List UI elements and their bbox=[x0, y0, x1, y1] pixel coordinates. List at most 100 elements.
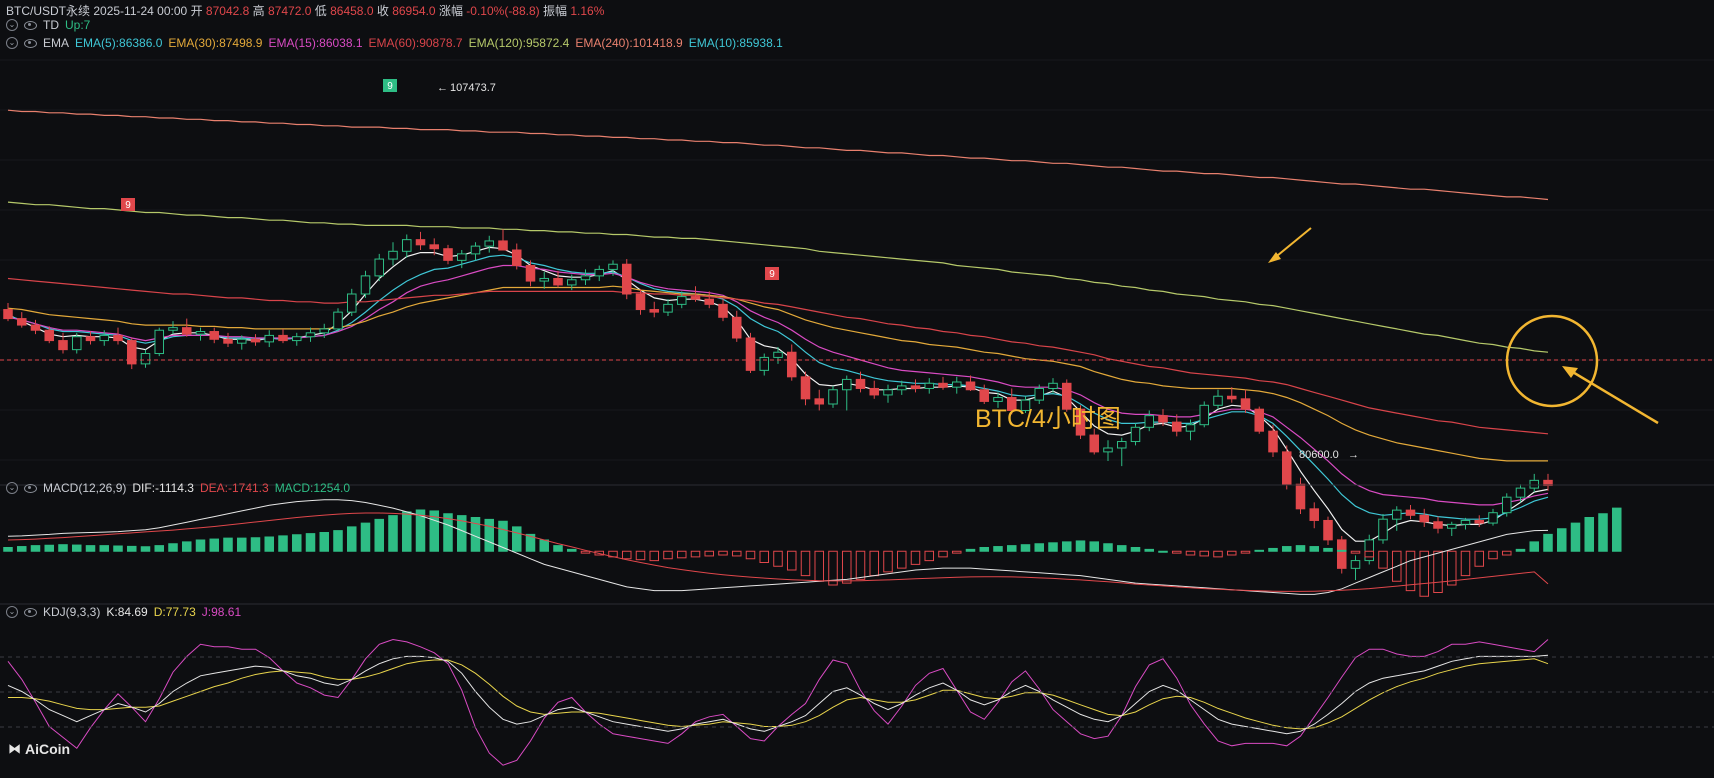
macd-bar-98 bbox=[1350, 550, 1361, 554]
candle-body-36 bbox=[498, 240, 508, 251]
candle-body-20 bbox=[278, 334, 288, 342]
macd-bar-23 bbox=[319, 532, 330, 552]
macd-hist-value: MACD:1254.0 bbox=[274, 481, 351, 495]
candle-body-37 bbox=[511, 249, 522, 267]
macd-bar-38 bbox=[525, 533, 536, 552]
td-indicator-name[interactable]: TD bbox=[43, 18, 59, 32]
macd-bar-96 bbox=[1323, 547, 1333, 552]
candle-body-88 bbox=[1213, 395, 1223, 406]
candle-body-84 bbox=[1158, 415, 1168, 423]
macd-bar-42 bbox=[580, 550, 591, 554]
ema10-value: EMA(10):85938.1 bbox=[688, 36, 783, 50]
macd-bar-73 bbox=[1006, 545, 1017, 552]
collapse-icon[interactable]: ⌄ bbox=[6, 37, 18, 49]
macd-bar-84 bbox=[1158, 550, 1168, 553]
macd-indicator-row: ⌄ MACD(12,26,9) DIF:-1114.3 DEA:-1741.3 … bbox=[6, 481, 350, 495]
candle-body-55 bbox=[759, 356, 770, 371]
macd-bar-95 bbox=[1309, 546, 1320, 552]
watermark: ⧓ AiCoin bbox=[8, 741, 70, 757]
macd-bar-21 bbox=[291, 534, 302, 552]
candle-body-106 bbox=[1460, 519, 1471, 525]
candle-body-62 bbox=[855, 378, 866, 389]
macd-indicator-name[interactable]: MACD(12,26,9) bbox=[43, 481, 127, 495]
low-price-marker: 80600.0 bbox=[1299, 449, 1339, 461]
candle-body-104 bbox=[1433, 521, 1443, 529]
macd-bar-67 bbox=[924, 550, 935, 562]
macd-bar-51 bbox=[704, 550, 715, 557]
candle-body-26 bbox=[360, 275, 371, 295]
highlight-circle bbox=[1505, 314, 1599, 408]
symbol-name[interactable]: BTC/USDT永续 bbox=[6, 4, 91, 18]
candle-body-85 bbox=[1171, 421, 1182, 432]
candle-body-65 bbox=[896, 385, 907, 391]
macd-bar-87 bbox=[1199, 550, 1210, 557]
arrow-head-top bbox=[1268, 252, 1281, 263]
ema-lines bbox=[7, 109, 1549, 542]
macd-bar-20 bbox=[278, 535, 288, 552]
grid-lines bbox=[0, 59, 1714, 461]
td-marker-9-left-label: 9 bbox=[125, 200, 131, 211]
candle-body-7 bbox=[99, 334, 110, 342]
candle-body-74 bbox=[1020, 399, 1031, 411]
macd-bar-19 bbox=[264, 536, 275, 552]
macd-bar-8 bbox=[113, 545, 123, 552]
candle-body-33 bbox=[456, 253, 467, 261]
eye-icon[interactable] bbox=[24, 20, 37, 30]
macd-bar-76 bbox=[1048, 542, 1058, 552]
macd-bar-40 bbox=[553, 545, 563, 552]
candle-body-75 bbox=[1034, 387, 1045, 401]
arrow-line-top bbox=[1271, 227, 1312, 261]
macd-bar-80 bbox=[1103, 543, 1113, 552]
candle-body-43 bbox=[594, 268, 605, 277]
ema-indicator-name[interactable]: EMA bbox=[43, 36, 70, 50]
ema-indicator-row: ⌄ EMA EMA(5):86386.0 EMA(30):87498.9 EMA… bbox=[6, 36, 783, 50]
eye-icon[interactable] bbox=[24, 483, 37, 493]
kdj-j-value: J:98.61 bbox=[201, 605, 242, 619]
td-marker-9-top-label: 9 bbox=[387, 81, 393, 92]
macd-bar-3 bbox=[44, 544, 55, 552]
macd-bar-52 bbox=[718, 550, 728, 556]
macd-bar-0 bbox=[3, 547, 13, 552]
eye-icon[interactable] bbox=[24, 38, 37, 48]
candle-body-45 bbox=[621, 263, 632, 295]
macd-dif-line bbox=[7, 499, 1549, 595]
macd-bar-59 bbox=[814, 550, 825, 582]
macd-bar-113 bbox=[1556, 528, 1567, 552]
ema-line-ema10 bbox=[7, 254, 1549, 520]
candle-body-95 bbox=[1309, 508, 1320, 521]
macd-bar-112 bbox=[1543, 533, 1553, 552]
candle-body-32 bbox=[443, 248, 453, 261]
candle-body-28 bbox=[388, 250, 398, 260]
macd-bar-58 bbox=[800, 550, 811, 577]
macd-bar-117 bbox=[1611, 507, 1622, 552]
macd-bar-88 bbox=[1213, 550, 1223, 558]
ema-line-ema5 bbox=[7, 246, 1549, 542]
candle-body-35 bbox=[484, 240, 495, 247]
candle-body-31 bbox=[429, 244, 440, 250]
candle-body-15 bbox=[209, 331, 220, 340]
eye-icon[interactable] bbox=[24, 607, 37, 617]
amplitude-value: 1.16% bbox=[570, 4, 605, 18]
ema5-value: EMA(5):86386.0 bbox=[75, 36, 163, 50]
macd-bar-16 bbox=[223, 537, 233, 552]
candle-body-38 bbox=[525, 265, 536, 282]
candle-body-93 bbox=[1281, 451, 1292, 485]
candle-body-111 bbox=[1529, 479, 1540, 489]
macd-bar-47 bbox=[649, 550, 660, 562]
macd-bar-104 bbox=[1433, 550, 1443, 593]
candle-body-2 bbox=[30, 324, 41, 331]
candle-body-8 bbox=[113, 334, 123, 342]
collapse-icon[interactable]: ⌄ bbox=[6, 482, 18, 494]
collapse-icon[interactable]: ⌄ bbox=[6, 606, 18, 618]
kdj-indicator-name[interactable]: KDJ(9,3,3) bbox=[43, 605, 101, 619]
candle-body-29 bbox=[401, 239, 412, 252]
macd-bar-65 bbox=[896, 550, 907, 569]
macd-bar-111 bbox=[1529, 541, 1540, 552]
candle-body-34 bbox=[470, 245, 481, 255]
collapse-icon[interactable]: ⌄ bbox=[6, 19, 18, 31]
candle-body-21 bbox=[291, 336, 302, 342]
macd-bar-83 bbox=[1144, 548, 1155, 552]
candle-body-102 bbox=[1405, 509, 1416, 516]
macd-bar-12 bbox=[168, 543, 178, 552]
